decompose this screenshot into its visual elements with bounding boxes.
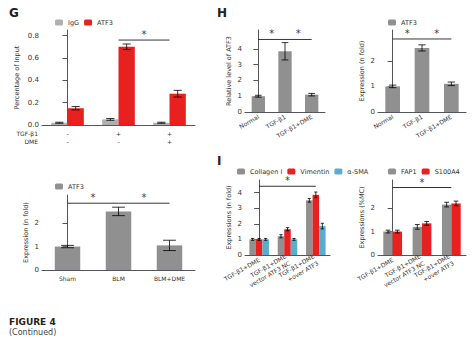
svg-text:2: 2 [35, 219, 39, 227]
svg-text:0: 0 [371, 251, 375, 259]
svg-text:0.2: 0.2 [28, 99, 39, 107]
svg-text:DME: DME [24, 138, 38, 145]
svg-text:1: 1 [371, 228, 375, 236]
svg-text:Sham: Sham [59, 275, 76, 282]
svg-text:Expression (n fold): Expression (n fold) [22, 202, 30, 263]
svg-text:FAP1: FAP1 [401, 168, 417, 176]
svg-text:H: H [217, 6, 227, 20]
svg-text:α-SMA: α-SMA [347, 168, 368, 176]
svg-text:ATF3: ATF3 [97, 19, 113, 27]
svg-text:0.8: 0.8 [28, 32, 39, 40]
svg-text:*: * [296, 28, 301, 39]
svg-text:TGF-β1+DME: TGF-β1+DME [383, 252, 422, 279]
svg-text:G: G [9, 6, 19, 20]
svg-text:+: + [167, 138, 172, 145]
svg-text:BLM: BLM [112, 275, 125, 282]
svg-text:TGF-β1: TGF-β1 [15, 130, 38, 138]
svg-text:2: 2 [371, 57, 375, 65]
svg-text:TGF-β1+DME: TGF-β1+DME [222, 256, 261, 283]
svg-text:1: 1 [238, 92, 242, 100]
svg-text:0: 0 [371, 108, 375, 116]
svg-text:TGF-β1+DME: TGF-β1+DME [249, 252, 288, 279]
svg-text:*: * [405, 28, 410, 39]
svg-text:4: 4 [238, 45, 243, 53]
svg-text:TGF-β1+DME: TGF-β1+DME [356, 256, 395, 283]
svg-text:Expressions (n fold): Expressions (n fold) [225, 185, 233, 249]
svg-text:ATF3: ATF3 [401, 19, 417, 27]
svg-text:2: 2 [238, 220, 242, 228]
svg-text:0: 0 [238, 108, 242, 116]
svg-text:Percentage of Input: Percentage of Input [13, 45, 21, 109]
svg-text:1: 1 [371, 82, 375, 90]
svg-text:*: * [142, 192, 147, 203]
svg-text:-: - [66, 138, 68, 145]
svg-text:TGF-β1+DME: TGF-β1+DME [414, 113, 454, 141]
svg-text:TGF-β1+DME: TGF-β1+DME [412, 252, 452, 279]
svg-text:Expressions (%MC): Expressions (%MC) [358, 186, 366, 248]
svg-text:ATF3: ATF3 [68, 183, 84, 191]
svg-text:*: * [420, 177, 425, 188]
svg-text:Collagen I: Collagen I [250, 168, 282, 176]
svg-text:+: + [116, 130, 121, 137]
svg-text:S100A4: S100A4 [435, 168, 460, 176]
svg-text:4: 4 [238, 189, 243, 197]
svg-text:I: I [217, 154, 221, 168]
svg-text:3: 3 [238, 204, 242, 212]
svg-text:Relative level of ATF3: Relative level of ATF3 [225, 36, 233, 106]
svg-text:0.0: 0.0 [28, 121, 39, 129]
svg-text:Vimentin: Vimentin [300, 168, 329, 176]
svg-text:Expression (n fold): Expression (n fold) [358, 41, 366, 102]
svg-text:0.6: 0.6 [28, 54, 40, 62]
svg-text:Normal: Normal [372, 113, 395, 130]
svg-text:0.4: 0.4 [28, 76, 40, 84]
svg-text:*: * [434, 28, 439, 39]
svg-text:-: - [66, 130, 68, 137]
svg-text:*: * [142, 29, 147, 40]
svg-text:0: 0 [238, 251, 242, 259]
svg-text:+over ATF3: +over ATF3 [421, 259, 455, 283]
svg-text:(Continued): (Continued) [9, 328, 56, 337]
svg-text:Normal: Normal [238, 113, 261, 130]
svg-text:+over ATF3: +over ATF3 [286, 259, 320, 283]
svg-text:1: 1 [238, 235, 242, 243]
svg-text:2: 2 [371, 204, 375, 212]
svg-text:+: + [167, 130, 172, 137]
svg-text:0: 0 [35, 266, 39, 274]
svg-text:TGF-β1+DME: TGF-β1+DME [274, 113, 314, 141]
svg-text:-: - [117, 138, 119, 145]
svg-text:BLM+DME: BLM+DME [154, 275, 185, 282]
svg-text:vector ATF3 NC: vector ATF3 NC [247, 259, 292, 289]
svg-text:TGF-β1+DME: TGF-β1+DME [277, 252, 316, 279]
svg-text:TGF-β1: TGF-β1 [401, 113, 424, 130]
svg-text:*: * [285, 175, 290, 186]
svg-text:1: 1 [35, 243, 39, 251]
svg-text:FIGURE 4: FIGURE 4 [9, 317, 56, 327]
svg-text:*: * [269, 28, 274, 39]
svg-text:*: * [91, 192, 96, 203]
svg-text:2: 2 [238, 76, 242, 84]
svg-text:3: 3 [238, 61, 242, 69]
svg-text:vector ATF3 NC: vector ATF3 NC [382, 259, 426, 289]
svg-text:IgG: IgG [68, 19, 79, 27]
